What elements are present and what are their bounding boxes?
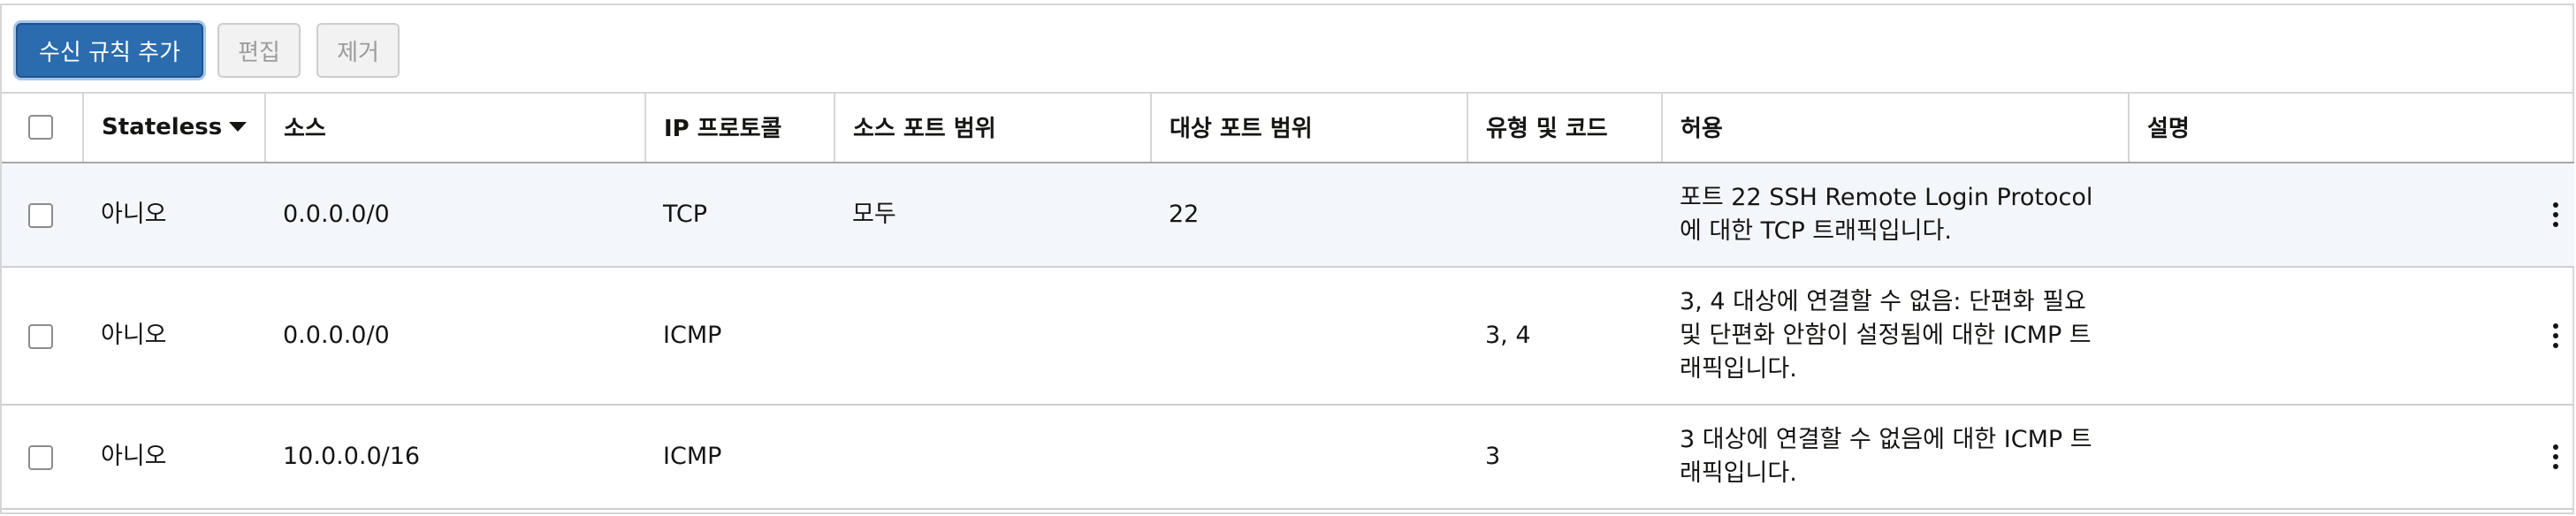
- allow-cell: 3, 4 대상에 연결할 수 없음: 단편화 필요 및 단편화 안함이 설정됨에…: [1662, 267, 2129, 406]
- add-ingress-rule-button[interactable]: 수신 규칙 추가: [16, 23, 203, 78]
- source-port-cell: [835, 267, 1151, 406]
- type-code-cell: 3, 4: [1467, 267, 1662, 406]
- header-type-and-code: 유형 및 코드: [1467, 92, 1663, 163]
- row-select-cell: [2, 267, 83, 406]
- allow-cell: 포트 22 SSH Remote Login Protocol에 대한 TCP …: [1662, 163, 2129, 268]
- source-port-cell: [835, 405, 1151, 510]
- edit-button[interactable]: 편집: [217, 23, 301, 78]
- source-cell: 10.0.0.0/16: [265, 405, 645, 510]
- stateless-cell: 아니오: [83, 267, 265, 406]
- header-source: 소스: [265, 92, 646, 163]
- allow-text: 3 대상에 연결할 수 없음에 대한 ICMP 트래픽입니다.: [1680, 426, 2092, 487]
- row-checkbox[interactable]: [28, 323, 53, 349]
- stateless-cell: 아니오: [83, 163, 265, 268]
- ingress-rules-table: Stateless 소스 IP 프로토콜 소스 포트 범위 대상 포트 범위 유…: [2, 92, 2574, 510]
- dest-port-cell: 22: [1151, 163, 1467, 268]
- ingress-rules-panel: 수신 규칙 추가 편집 제거 Stateless 소스 IP 프로토콜 소스 포…: [0, 4, 2574, 514]
- dest-port-cell: [1151, 267, 1467, 406]
- description-cell: [2129, 267, 2574, 406]
- protocol-cell: ICMP: [645, 405, 835, 510]
- allow-text: 3, 4 대상에 연결할 수 없음: 단편화 필요 및 단편화 안함이 설정됨에…: [1680, 288, 2092, 383]
- toolbar: 수신 규칙 추가 편집 제거: [2, 5, 2572, 94]
- header-allows: 허용: [1662, 92, 2130, 163]
- row-checkbox[interactable]: [28, 202, 53, 228]
- select-all-checkbox[interactable]: [28, 115, 53, 140]
- stateless-cell: 아니오: [83, 405, 265, 510]
- description-cell: [2129, 405, 2574, 510]
- sort-down-icon[interactable]: [229, 122, 248, 132]
- type-code-cell: [1467, 163, 1662, 268]
- row-actions-menu-icon[interactable]: [2548, 197, 2564, 232]
- row-checkbox[interactable]: [28, 444, 53, 470]
- row-select-cell: [2, 405, 83, 510]
- header-description: 설명: [2129, 92, 2574, 163]
- protocol-cell: ICMP: [645, 267, 835, 406]
- allow-cell: 3 대상에 연결할 수 없음에 대한 ICMP 트래픽입니다.: [1662, 405, 2129, 510]
- remove-button[interactable]: 제거: [316, 23, 400, 78]
- type-code-cell: 3: [1467, 405, 1662, 510]
- source-cell: 0.0.0.0/0: [265, 163, 645, 268]
- table-header-row: Stateless 소스 IP 프로토콜 소스 포트 범위 대상 포트 범위 유…: [2, 92, 2574, 163]
- description-cell: [2129, 163, 2574, 268]
- table-row[interactable]: 아니오 10.0.0.0/16 ICMP 3 3 대상에 연결할 수 없음에 대…: [2, 405, 2574, 510]
- dest-port-cell: [1151, 405, 1467, 510]
- protocol-cell: TCP: [645, 163, 835, 268]
- row-select-cell: [2, 163, 83, 268]
- header-stateless[interactable]: Stateless: [83, 92, 266, 163]
- allow-text: 포트 22 SSH Remote Login Protocol에 대한 TCP …: [1680, 184, 2093, 245]
- header-ip-protocol: IP 프로토콜: [645, 92, 835, 163]
- header-source-port-range: 소스 포트 범위: [835, 92, 1152, 163]
- source-port-cell: 모두: [835, 163, 1151, 268]
- header-destination-port-range: 대상 포트 범위: [1151, 92, 1468, 163]
- header-select-all: [2, 92, 84, 163]
- row-actions-menu-icon[interactable]: [2548, 318, 2564, 353]
- row-actions-menu-icon[interactable]: [2548, 439, 2564, 474]
- source-cell: 0.0.0.0/0: [265, 267, 645, 406]
- header-stateless-label: Stateless: [102, 113, 223, 140]
- table-row[interactable]: 아니오 0.0.0.0/0 TCP 모두 22 포트 22 SSH Remote…: [2, 163, 2574, 268]
- table-row[interactable]: 아니오 0.0.0.0/0 ICMP 3, 4 3, 4 대상에 연결할 수 없…: [2, 267, 2574, 406]
